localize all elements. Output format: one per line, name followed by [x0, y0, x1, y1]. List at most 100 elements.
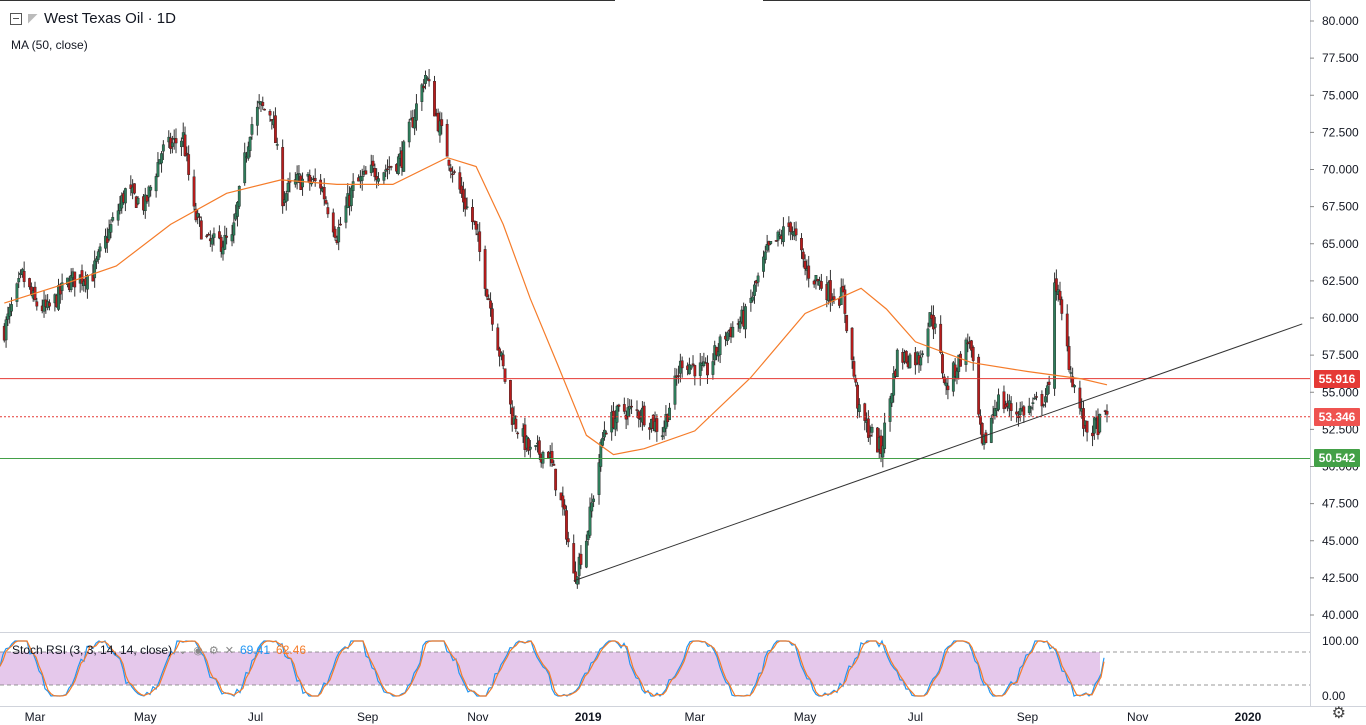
- candle-body: [718, 336, 722, 355]
- stoch-study-label[interactable]: Stoch RSI (3, 3, 14, 14, close): [12, 643, 173, 657]
- close-icon[interactable]: ✕: [224, 644, 234, 657]
- candle-body: [438, 120, 442, 136]
- candle-body: [185, 152, 189, 155]
- candle-body: [1082, 408, 1085, 429]
- candle-body: [422, 85, 426, 89]
- candle-body: [702, 361, 706, 366]
- candle-body: [1035, 396, 1038, 398]
- candle-body: [1009, 403, 1013, 411]
- candle-body: [604, 432, 608, 435]
- ma-study-label[interactable]: MA (50, close): [11, 38, 88, 52]
- candle-body: [1027, 405, 1031, 413]
- candle-body: [198, 216, 201, 218]
- candle-body: [1092, 417, 1096, 434]
- candle-body: [499, 352, 503, 357]
- candle-body: [857, 404, 861, 413]
- candle-body: [944, 382, 948, 387]
- candle-body: [1091, 432, 1094, 437]
- ma-line: [4, 156, 1108, 456]
- candle-body: [677, 375, 680, 377]
- candle-body: [170, 142, 174, 147]
- candle-body: [1058, 290, 1062, 300]
- candle-body: [449, 167, 453, 172]
- candle-body: [160, 153, 163, 164]
- candle-body: [490, 308, 494, 325]
- candle-body: [807, 265, 811, 279]
- candle-body: [386, 168, 389, 170]
- candle-body: [474, 221, 478, 230]
- candle-body: [881, 445, 885, 458]
- candle-body: [192, 176, 196, 207]
- candle-body: [261, 102, 265, 106]
- candle-body: [662, 426, 666, 433]
- candle-body: [286, 182, 290, 193]
- candle-body: [951, 362, 955, 392]
- candle-body: [337, 227, 341, 243]
- candle-body: [979, 415, 982, 425]
- eye-icon[interactable]: ◉: [193, 644, 203, 657]
- x-tick-label: 2020: [1235, 710, 1262, 724]
- candle-body: [174, 138, 178, 144]
- candle-body: [744, 306, 747, 330]
- candle-body: [660, 435, 664, 437]
- candle-body: [143, 194, 147, 212]
- candle-body: [688, 364, 691, 375]
- settings-gear-icon[interactable]: ⚙: [1331, 705, 1346, 722]
- y-tick-label: 42.500: [1322, 571, 1359, 585]
- candle-body: [389, 166, 393, 168]
- candle-body: [313, 177, 317, 182]
- candle-body: [136, 197, 140, 205]
- candle-body: [230, 234, 234, 242]
- candle-body: [207, 234, 210, 236]
- candle-body: [778, 234, 782, 237]
- y-tick-label: 80.000: [1322, 14, 1359, 28]
- x-tick-label: Mar: [25, 710, 46, 724]
- candle-body: [250, 124, 254, 135]
- candle-body: [941, 354, 944, 374]
- candle-body: [501, 354, 505, 367]
- candle-body: [765, 244, 769, 251]
- candle-body: [156, 162, 160, 177]
- candle-body: [344, 205, 348, 223]
- candle-body: [883, 422, 887, 449]
- candle-body: [485, 289, 489, 298]
- x-tick-label: Sep: [357, 710, 379, 724]
- y-tick-label: 57.500: [1322, 348, 1359, 362]
- collapse-box-icon[interactable]: [10, 12, 22, 25]
- candle-body: [1069, 372, 1073, 374]
- candle-body: [10, 304, 13, 312]
- candle-body: [933, 323, 937, 328]
- candle-body: [147, 186, 151, 198]
- chevron-down-icon[interactable]: ⌄: [178, 644, 188, 657]
- candle-body: [6, 313, 10, 320]
- candle-body: [615, 405, 619, 423]
- candle-body: [1040, 394, 1044, 407]
- candle-body: [465, 206, 469, 208]
- candle-body: [236, 202, 239, 217]
- candle-body: [237, 185, 241, 207]
- candle-body: [478, 231, 482, 252]
- candle-body: [369, 164, 373, 174]
- candle-body: [1031, 402, 1035, 404]
- candle-body: [970, 340, 973, 351]
- candle-body: [402, 141, 406, 172]
- candle-body: [955, 370, 959, 379]
- candle-body: [1022, 406, 1026, 416]
- candle-body: [297, 173, 301, 175]
- chart-title: West Texas Oil · 1D: [44, 10, 176, 27]
- candle-body: [725, 332, 729, 342]
- candle-body: [107, 228, 111, 240]
- candle-body: [123, 188, 127, 204]
- support-price-tag: 50.542: [1314, 449, 1360, 468]
- candle-body: [932, 315, 935, 330]
- candle-body: [554, 468, 558, 491]
- gear-icon[interactable]: ⚙: [208, 644, 219, 657]
- candle-body: [516, 432, 520, 435]
- candle-body: [601, 437, 605, 446]
- candle-body: [691, 363, 695, 366]
- candle-body: [433, 81, 436, 117]
- candle-body: [232, 222, 236, 236]
- candle-body: [1042, 404, 1046, 406]
- candle-body: [225, 235, 229, 238]
